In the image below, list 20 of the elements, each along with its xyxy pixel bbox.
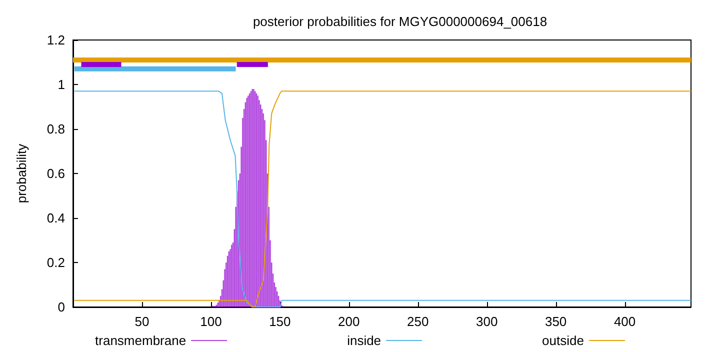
y-tick-label: 1.2: [46, 32, 65, 48]
y-tick-label: 0.2: [46, 255, 65, 270]
x-tick-label: 250: [407, 314, 429, 329]
x-tick-label: 50: [134, 314, 150, 329]
x-tick-label: 300: [476, 314, 498, 329]
legend-label: outside: [542, 333, 584, 348]
legend-label: transmembrane: [95, 333, 186, 348]
y-tick-label: 0: [58, 300, 65, 314]
x-tick-label: 200: [338, 314, 360, 329]
y-tick-label: 0.6: [46, 166, 65, 181]
x-tick-label: 150: [269, 314, 291, 329]
x-tick-label: 400: [614, 314, 636, 329]
legend-label: inside: [347, 333, 382, 348]
y-tick-label: 1: [58, 77, 65, 92]
x-tick-label: 100: [200, 314, 222, 329]
chart-title: posterior probabilities for MGYG000000694_00618: [252, 14, 548, 29]
y-tick-label: 0.4: [46, 210, 65, 226]
y-axis-title: probability: [14, 143, 29, 204]
y-tick-label: 0.8: [46, 122, 65, 136]
x-tick-label: 350: [544, 314, 567, 329]
